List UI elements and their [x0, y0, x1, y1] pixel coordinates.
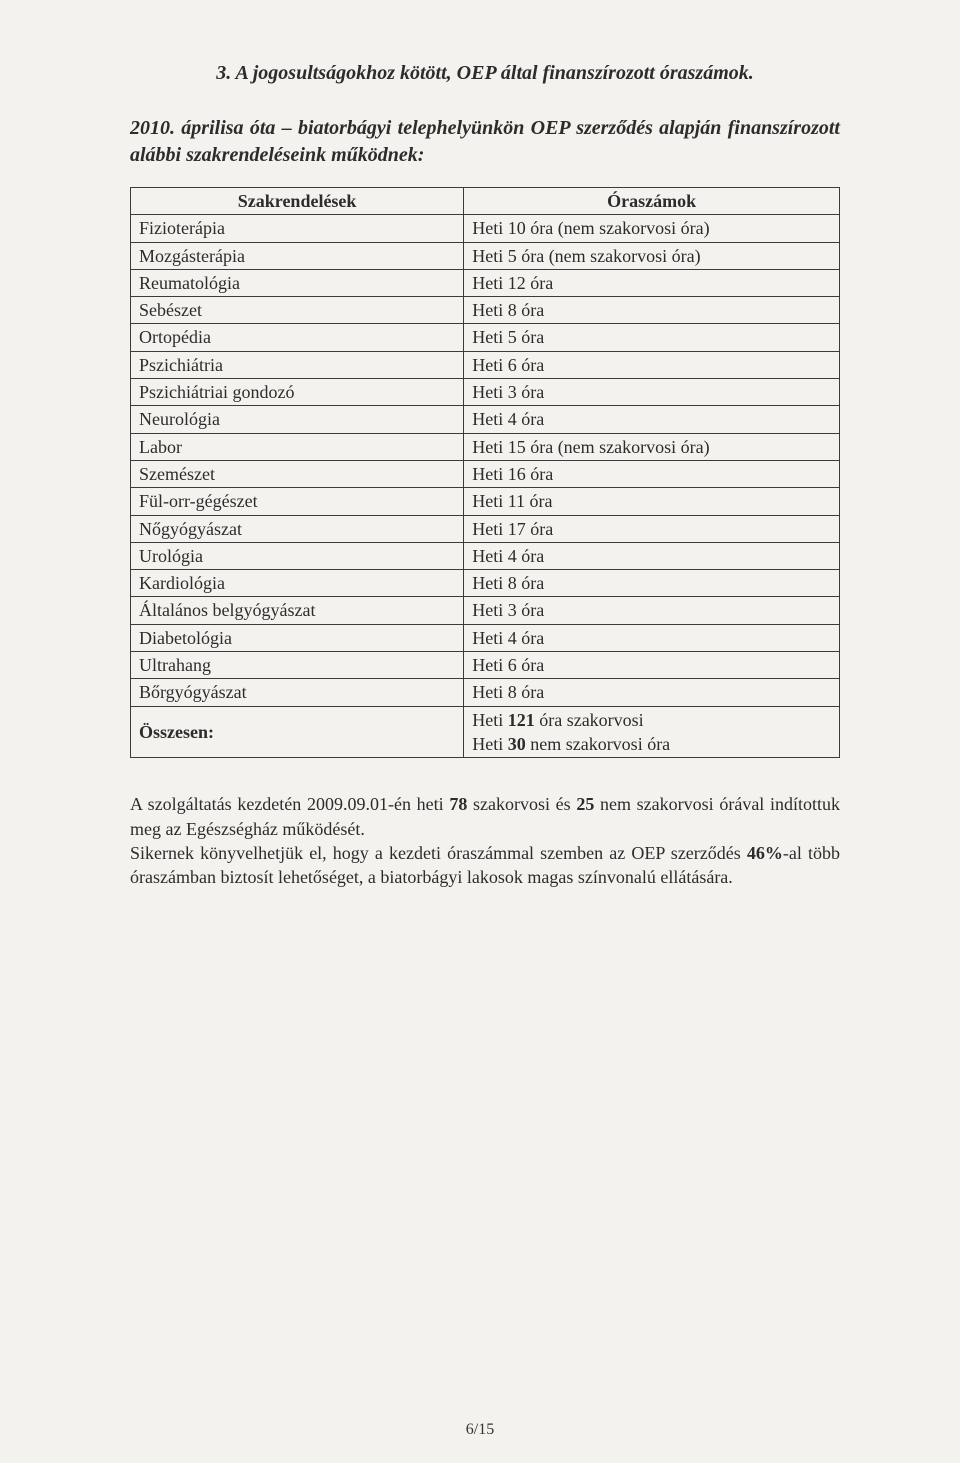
- cell-szakrendeles: Pszichiátriai gondozó: [131, 379, 464, 406]
- table-row: Fül-orr-gégészetHeti 11 óra: [131, 488, 840, 515]
- cell-oraszam: Heti 4 óra: [464, 406, 840, 433]
- cell-oraszam: Heti 16 óra: [464, 460, 840, 487]
- table-row: UrológiaHeti 4 óra: [131, 542, 840, 569]
- cell-oraszam: Heti 11 óra: [464, 488, 840, 515]
- table-row: SzemészetHeti 16 óra: [131, 460, 840, 487]
- table-header-row: Szakrendelések Óraszámok: [131, 188, 840, 215]
- page-number: 6/15: [0, 1419, 960, 1441]
- cell-oraszam: Heti 6 óra: [464, 652, 840, 679]
- hours-table: Szakrendelések Óraszámok FizioterápiaHet…: [130, 187, 840, 758]
- table-row: PszichiátriaHeti 6 óra: [131, 351, 840, 378]
- table-row: Általános belgyógyászatHeti 3 óra: [131, 597, 840, 624]
- cell-szakrendeles: Bőrgyógyászat: [131, 679, 464, 706]
- cell-oraszam: Heti 4 óra: [464, 624, 840, 651]
- table-row: MozgásterápiaHeti 5 óra (nem szakorvosi …: [131, 242, 840, 269]
- cell-oraszam: Heti 10 óra (nem szakorvosi óra): [464, 215, 840, 242]
- table-row: DiabetológiaHeti 4 óra: [131, 624, 840, 651]
- table-row: OrtopédiaHeti 5 óra: [131, 324, 840, 351]
- cell-szakrendeles: Sebészet: [131, 297, 464, 324]
- table-row: UltrahangHeti 6 óra: [131, 652, 840, 679]
- table-summary-row: Összesen:Heti 121 óra szakorvosiHeti 30 …: [131, 706, 840, 758]
- body-paragraph: A szolgáltatás kezdetén 2009.09.01-én he…: [130, 792, 840, 889]
- cell-oraszam: Heti 6 óra: [464, 351, 840, 378]
- col-header-oraszamok: Óraszámok: [464, 188, 840, 215]
- table-row: BőrgyógyászatHeti 8 óra: [131, 679, 840, 706]
- cell-szakrendeles: Ultrahang: [131, 652, 464, 679]
- cell-szakrendeles: Mozgásterápia: [131, 242, 464, 269]
- table-row: LaborHeti 15 óra (nem szakorvosi óra): [131, 433, 840, 460]
- cell-oraszam: Heti 5 óra (nem szakorvosi óra): [464, 242, 840, 269]
- table-row: KardiológiaHeti 8 óra: [131, 570, 840, 597]
- cell-szakrendeles: Ortopédia: [131, 324, 464, 351]
- summary-value: Heti 121 óra szakorvosiHeti 30 nem szako…: [464, 706, 840, 758]
- section-title: 3. A jogosultságokhoz kötött, OEP által …: [130, 60, 840, 87]
- cell-szakrendeles: Általános belgyógyászat: [131, 597, 464, 624]
- cell-szakrendeles: Urológia: [131, 542, 464, 569]
- cell-szakrendeles: Labor: [131, 433, 464, 460]
- table-row: Pszichiátriai gondozóHeti 3 óra: [131, 379, 840, 406]
- cell-szakrendeles: Diabetológia: [131, 624, 464, 651]
- summary-line-1: Heti 121 óra szakorvosi: [472, 708, 831, 732]
- cell-szakrendeles: Reumatológia: [131, 269, 464, 296]
- cell-szakrendeles: Szemészet: [131, 460, 464, 487]
- cell-oraszam: Heti 15 óra (nem szakorvosi óra): [464, 433, 840, 460]
- table-row: NeurológiaHeti 4 óra: [131, 406, 840, 433]
- cell-oraszam: Heti 8 óra: [464, 570, 840, 597]
- table-row: FizioterápiaHeti 10 óra (nem szakorvosi …: [131, 215, 840, 242]
- cell-szakrendeles: Kardiológia: [131, 570, 464, 597]
- intro-paragraph: 2010. áprilisa óta – biatorbágyi telephe…: [130, 115, 840, 169]
- cell-oraszam: Heti 8 óra: [464, 679, 840, 706]
- cell-oraszam: Heti 5 óra: [464, 324, 840, 351]
- table-row: NőgyógyászatHeti 17 óra: [131, 515, 840, 542]
- cell-szakrendeles: Pszichiátria: [131, 351, 464, 378]
- summary-line-2: Heti 30 nem szakorvosi óra: [472, 732, 831, 756]
- cell-oraszam: Heti 4 óra: [464, 542, 840, 569]
- table-row: SebészetHeti 8 óra: [131, 297, 840, 324]
- summary-label: Összesen:: [131, 706, 464, 758]
- cell-oraszam: Heti 8 óra: [464, 297, 840, 324]
- cell-szakrendeles: Neurológia: [131, 406, 464, 433]
- cell-oraszam: Heti 17 óra: [464, 515, 840, 542]
- table-row: ReumatológiaHeti 12 óra: [131, 269, 840, 296]
- cell-szakrendeles: Fül-orr-gégészet: [131, 488, 464, 515]
- cell-szakrendeles: Fizioterápia: [131, 215, 464, 242]
- cell-oraszam: Heti 12 óra: [464, 269, 840, 296]
- cell-szakrendeles: Nőgyógyászat: [131, 515, 464, 542]
- cell-oraszam: Heti 3 óra: [464, 597, 840, 624]
- cell-oraszam: Heti 3 óra: [464, 379, 840, 406]
- col-header-szakrendelesek: Szakrendelések: [131, 188, 464, 215]
